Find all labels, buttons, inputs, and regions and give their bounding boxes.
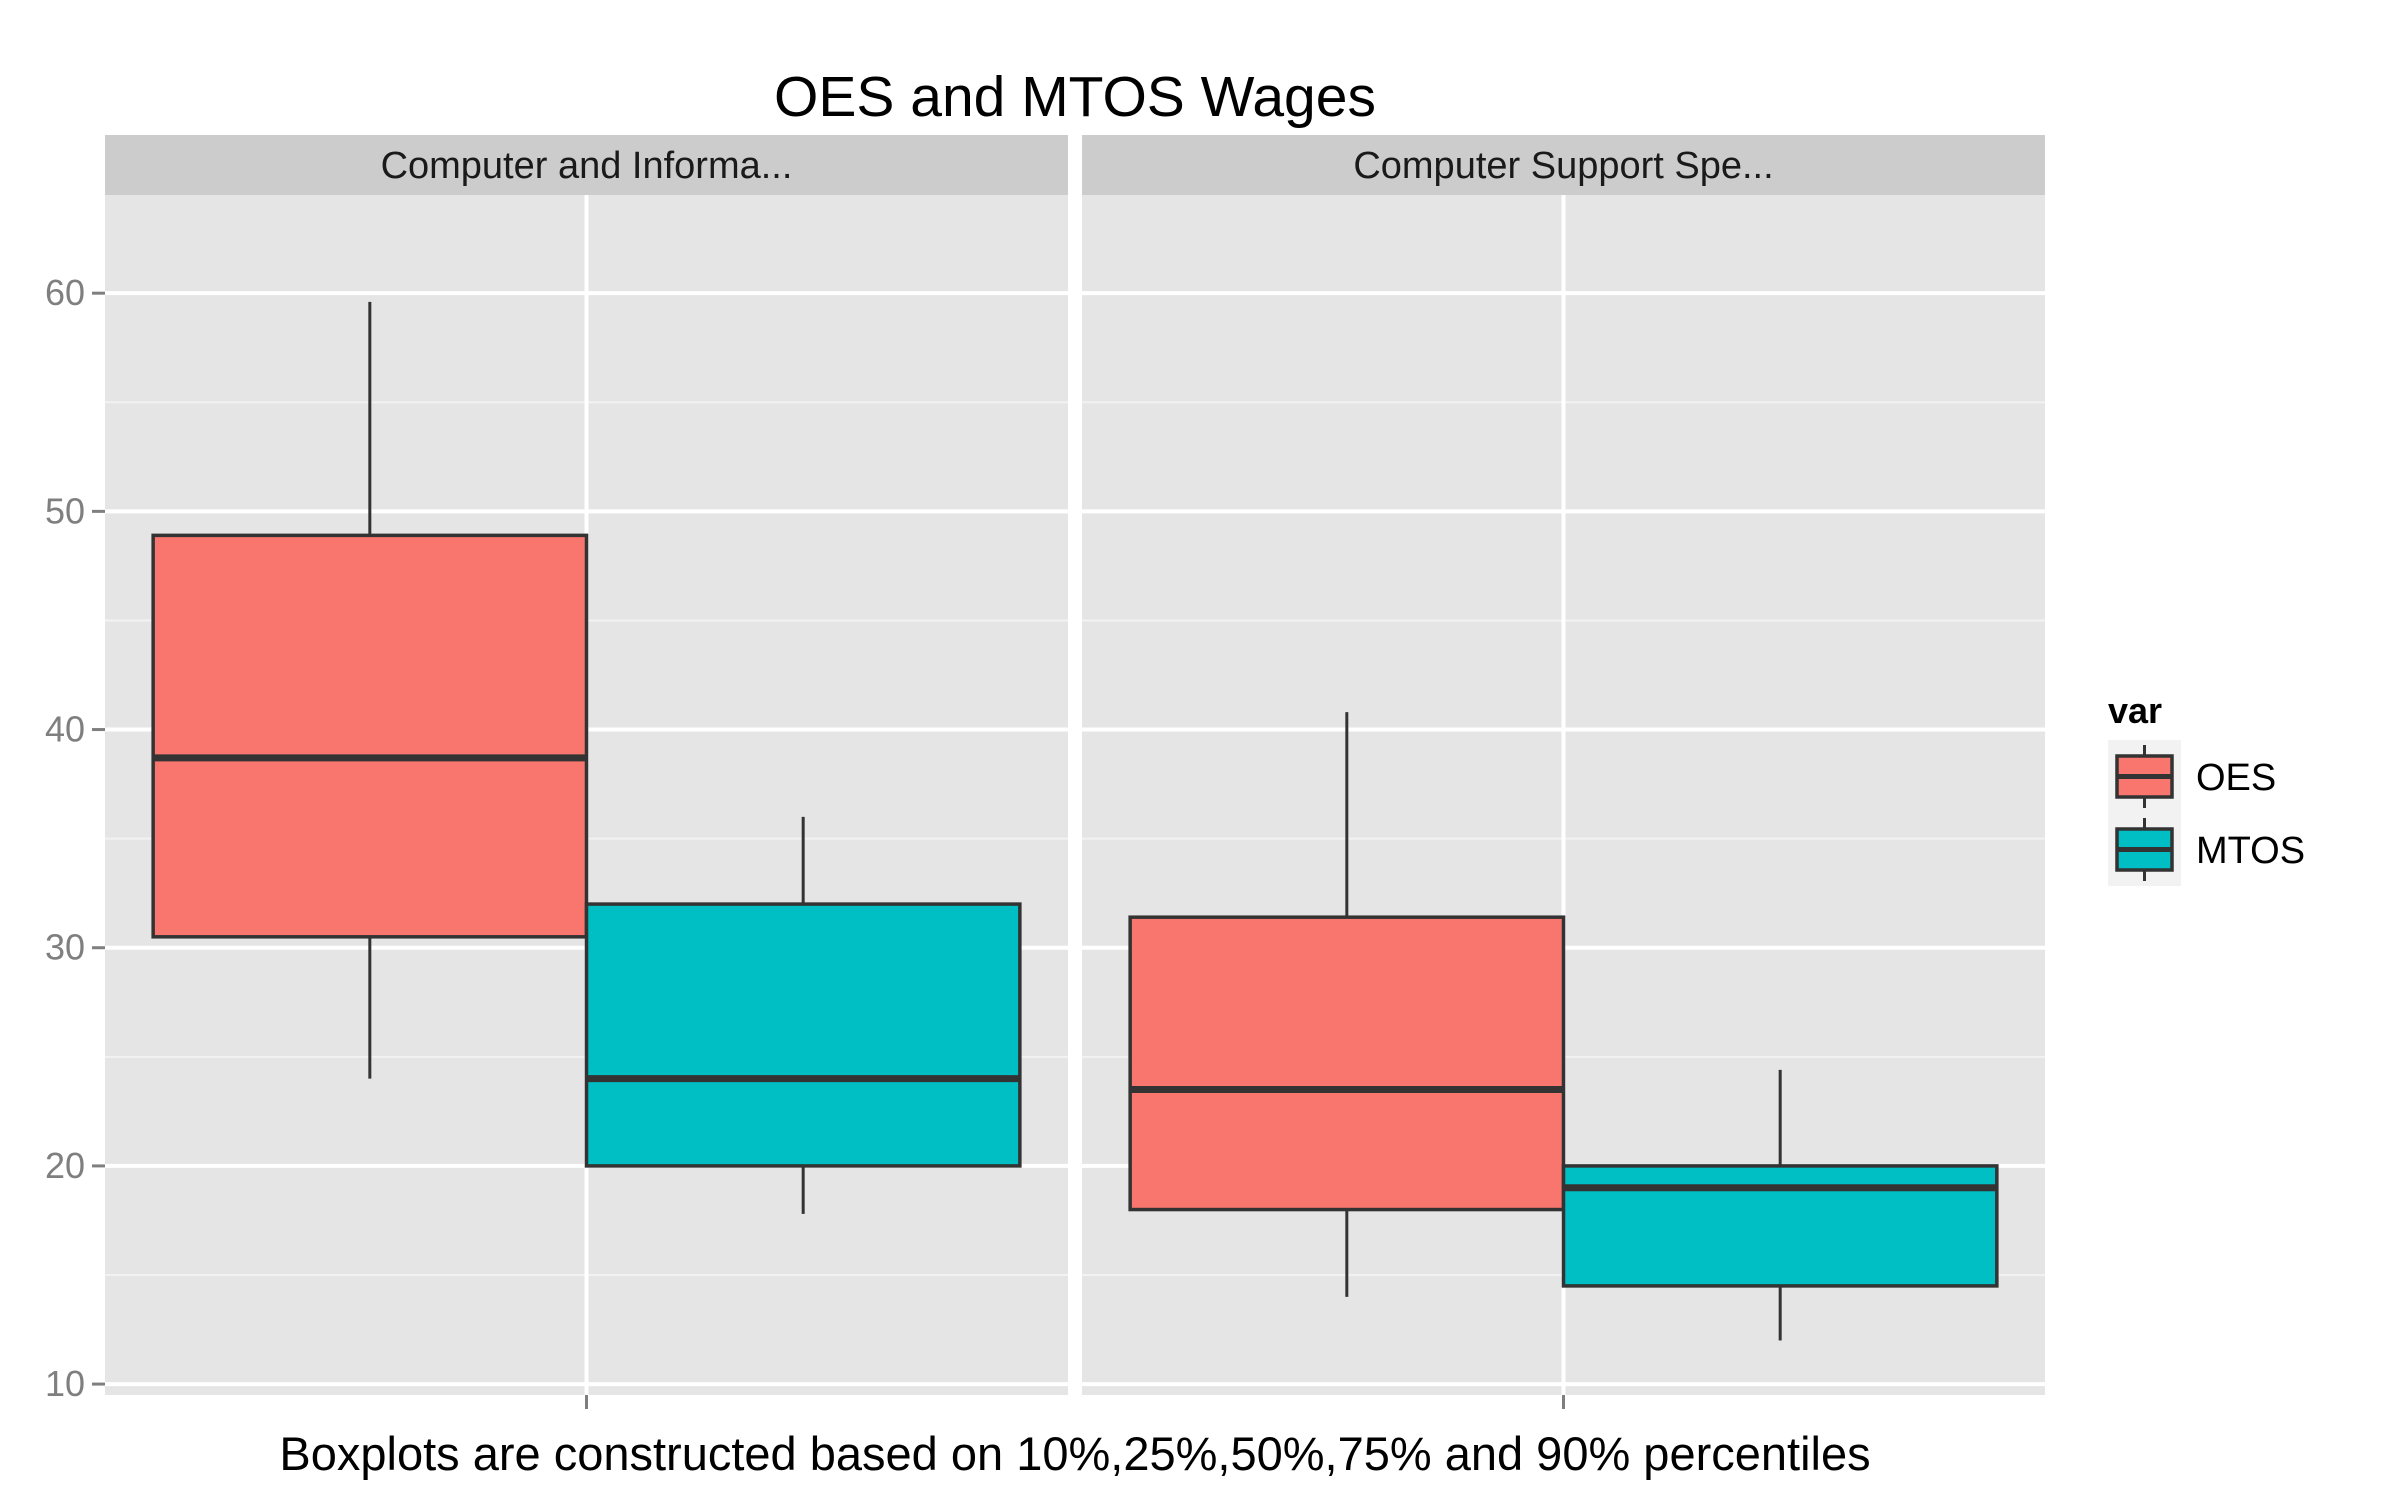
legend-item-mtos: MTOS [2108,813,2305,886]
box-mtos [584,816,1022,1214]
box-body [1561,1164,1999,1288]
panel-1: Computer and Informa... [105,135,1068,1409]
chart-title: OES and MTOS Wages [774,65,1376,129]
y-axis: 10 20 30 40 50 60 [45,272,105,1404]
box-oes [1128,712,1566,1297]
legend-item-oes: OES [2108,740,2276,813]
y-tick-label: 60 [45,272,85,313]
y-tick-label: 40 [45,709,85,750]
facet-label: Computer Support Spe... [1353,145,1773,187]
facet-label: Computer and Informa... [381,145,793,187]
y-tick-label: 10 [45,1363,85,1404]
chart-caption: Boxplots are constructed based on 10%,25… [279,1427,1870,1480]
legend: var OES MTOS [2108,690,2305,886]
facet-strip [1082,135,2045,195]
box-body [1128,915,1566,1212]
box-body [584,902,1022,1168]
y-tick-label: 50 [45,490,85,531]
legend-label: OES [2196,757,2276,799]
legend-label: MTOS [2196,830,2305,872]
facet-strip [105,135,1068,195]
box-mtos [1561,1069,1999,1341]
y-tick-label: 20 [45,1145,85,1186]
box-body [151,533,589,939]
panels-layer: Computer and Informa... Computer Support … [105,135,2045,1409]
panel-2: Computer Support Spe... [1082,135,2045,1409]
y-tick-label: 30 [45,927,85,968]
legend-title: var [2108,690,2162,731]
box-oes [151,301,589,1079]
